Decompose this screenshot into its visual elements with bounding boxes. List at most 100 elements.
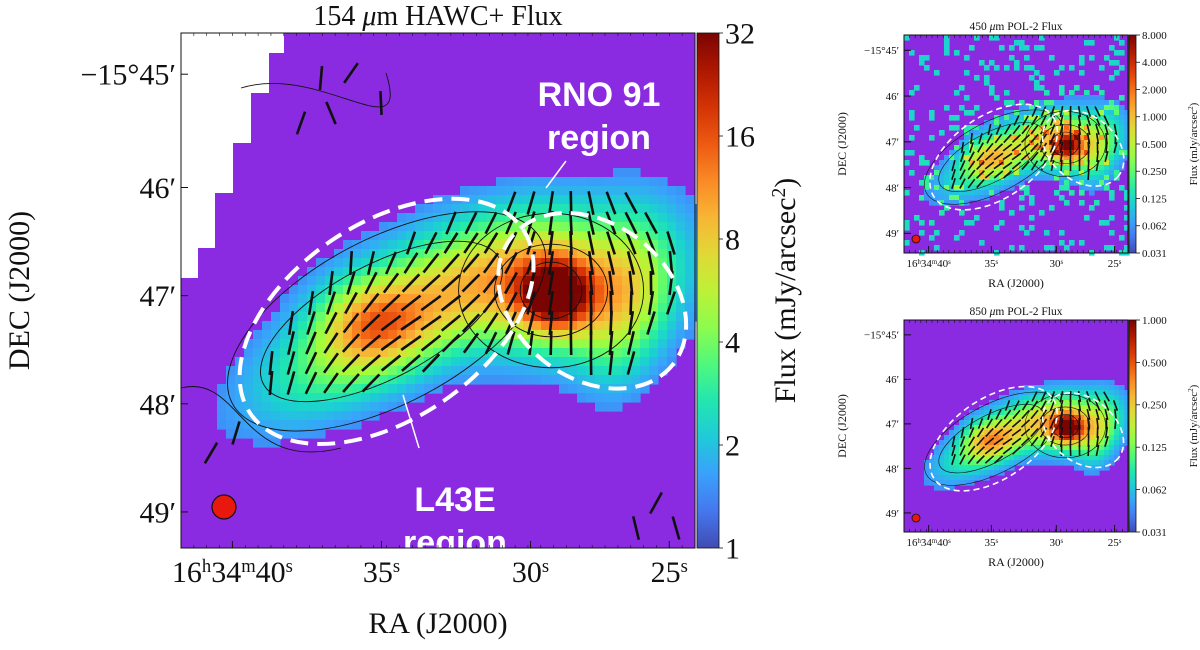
map-pixel — [1054, 455, 1060, 461]
map-pixel — [433, 303, 443, 313]
map-pixel — [667, 186, 677, 196]
map-pixel — [1109, 165, 1115, 171]
map-pixel — [658, 222, 668, 232]
map-pixel — [514, 240, 524, 250]
map-pixel — [1009, 115, 1015, 121]
map-pixel — [999, 465, 1005, 471]
map-pixel — [460, 357, 470, 367]
map-pixel — [1059, 195, 1065, 201]
map-pixel — [244, 429, 254, 439]
map-pixel — [1079, 95, 1085, 101]
map-pixel — [1029, 200, 1035, 206]
map-pixel — [442, 366, 452, 376]
map-pixel — [1119, 115, 1125, 121]
map-pixel — [325, 393, 335, 403]
map-pixel — [1054, 385, 1060, 391]
map-pixel — [1119, 120, 1125, 126]
map-pixel — [595, 321, 605, 331]
map-pixel — [1059, 180, 1065, 186]
map-pixel — [1019, 225, 1025, 231]
map-pixel — [1064, 100, 1070, 106]
map-pixel — [496, 186, 506, 196]
map-pixel — [613, 258, 623, 268]
map-pixel — [919, 60, 925, 66]
map-pixel — [1064, 425, 1070, 431]
map-pixel — [1059, 240, 1065, 246]
map-pixel — [1014, 110, 1020, 116]
map-pixel — [1029, 215, 1035, 221]
map-pixel — [1089, 460, 1095, 466]
map-pixel — [631, 168, 641, 178]
map-pixel — [1019, 45, 1025, 51]
map-pixel — [667, 321, 677, 331]
map-pixel — [1104, 165, 1110, 171]
map-pixel — [1069, 240, 1075, 246]
map-pixel — [1089, 380, 1095, 386]
map-pixel — [658, 357, 668, 367]
map-pixel — [685, 276, 695, 286]
map-pixel — [379, 312, 389, 322]
map-pixel — [613, 195, 623, 205]
tick-base: 25 — [651, 556, 681, 589]
map-pixel — [964, 70, 970, 76]
map-pixel — [939, 475, 945, 481]
map-pixel — [1094, 385, 1100, 391]
map-pixel — [298, 402, 308, 412]
tick-unit: s — [996, 259, 999, 266]
map-pixel — [397, 258, 407, 268]
map-pixel — [1099, 65, 1105, 71]
map-pixel — [307, 411, 317, 421]
map-pixel — [1084, 385, 1090, 391]
map-pixel — [343, 411, 353, 421]
map-pixel — [280, 339, 290, 349]
map-pixel — [667, 204, 677, 214]
map-pixel — [487, 366, 497, 376]
map-pixel — [1064, 420, 1070, 426]
map-pixel — [1059, 185, 1065, 191]
map-pixel — [984, 405, 990, 411]
map-pixel — [1024, 395, 1030, 401]
map-pixel — [1054, 190, 1060, 196]
map-pixel — [964, 435, 970, 441]
map-pixel — [1099, 455, 1105, 461]
map-pixel — [244, 357, 254, 367]
map-pixel — [541, 177, 551, 187]
y-tick-label: −15°45′ — [864, 330, 899, 342]
map-pixel — [974, 160, 980, 166]
map-pixel — [1009, 45, 1015, 51]
map-pixel — [577, 240, 587, 250]
map-pixel — [424, 375, 434, 385]
map-pixel — [1114, 165, 1120, 171]
map-pixel — [944, 465, 950, 471]
map-pixel — [613, 168, 623, 178]
map-pixel — [1084, 215, 1090, 221]
map-pixel — [974, 190, 980, 196]
map-pixel — [1044, 450, 1050, 456]
map-pixel — [979, 190, 985, 196]
map-pixel — [1089, 205, 1095, 211]
map-pixel — [1059, 175, 1065, 181]
map-pixel — [667, 339, 677, 349]
map-pixel — [1039, 100, 1045, 106]
map-pixel — [1109, 395, 1115, 401]
map-pixel — [334, 303, 344, 313]
map-pixel — [1019, 450, 1025, 456]
map-pixel — [505, 177, 515, 187]
map-pixel — [352, 411, 362, 421]
map-pixel — [505, 375, 515, 385]
map-pixel — [1119, 50, 1125, 56]
map-pixel — [496, 357, 506, 367]
map-pixel — [541, 339, 551, 349]
title-text: 154 — [313, 1, 362, 32]
map-pixel — [1064, 170, 1070, 176]
map-pixel — [1114, 60, 1120, 66]
map-pixel — [496, 366, 506, 376]
map-pixel — [984, 470, 990, 476]
map-pixel — [595, 195, 605, 205]
map-pixel — [1114, 110, 1120, 116]
map-pixel — [1064, 115, 1070, 121]
y-tick-label: 48′ — [886, 182, 899, 194]
map-pixel — [649, 195, 659, 205]
map-pixel — [334, 258, 344, 268]
map-pixel — [1019, 115, 1025, 121]
